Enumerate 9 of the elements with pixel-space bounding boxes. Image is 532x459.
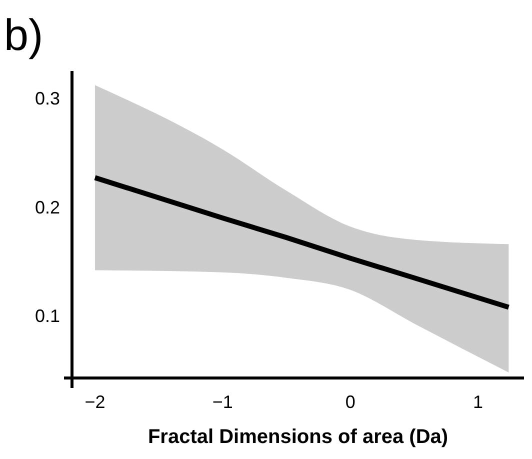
chart-title: b) xyxy=(4,11,44,60)
y-tick-label: 0.2 xyxy=(34,197,60,218)
x-tick-label: −1 xyxy=(212,392,233,412)
x-tick-label: 1 xyxy=(473,392,484,412)
x-tick-label: −2 xyxy=(84,392,106,412)
x-axis-title: Fractal Dimensions of area (Da) xyxy=(148,426,448,448)
x-tick-label: 0 xyxy=(345,392,356,412)
y-tick-label: 0.3 xyxy=(34,88,60,109)
y-tick-label: 0.1 xyxy=(34,306,60,326)
